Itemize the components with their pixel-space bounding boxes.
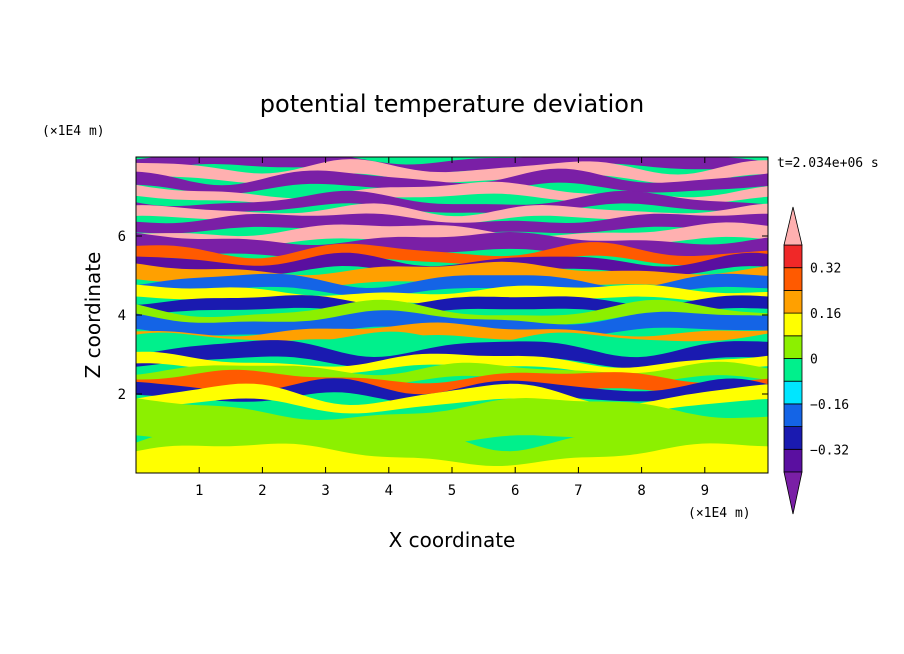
colorbar-swatch xyxy=(783,403,803,427)
contour-band xyxy=(136,168,768,195)
colorbar: 0.32 0.16 0 −0.16 −0.32 xyxy=(783,206,849,515)
colorbar-swatch xyxy=(783,448,803,473)
y-tick-label: 2 xyxy=(118,387,126,403)
x-tick-label: 1 xyxy=(195,483,203,499)
colorbar-label: 0.16 xyxy=(810,307,841,322)
colorbar-swatch xyxy=(783,380,803,405)
x-tick-label: 3 xyxy=(321,483,329,499)
colorbar-swatch xyxy=(783,358,803,382)
colorbar-swatch xyxy=(783,312,803,337)
colorbar-label: 0.32 xyxy=(810,262,841,277)
x-tick-label: 4 xyxy=(385,483,393,499)
x-tick-label: 5 xyxy=(448,483,456,499)
colorbar-label: −0.32 xyxy=(810,443,849,458)
x-tick-label: 7 xyxy=(574,483,582,499)
contour-band xyxy=(136,190,768,214)
y-tick-label: 6 xyxy=(118,229,126,245)
colorbar-swatch xyxy=(783,267,803,291)
y-axis: 2 4 6 xyxy=(118,229,768,403)
contour-band xyxy=(136,213,768,234)
contour-band xyxy=(136,242,768,267)
x-tick-label: 9 xyxy=(701,483,709,499)
y-axis-label: Z coordinate xyxy=(81,252,105,379)
chart-title: potential temperature deviation xyxy=(260,90,644,118)
y-unit-label: (×1E4 m) xyxy=(42,124,105,139)
colorbar-swatch xyxy=(783,244,803,269)
time-label: t=2.034e+06 s xyxy=(777,156,879,171)
x-axis: 1 2 3 4 5 6 7 8 9 xyxy=(195,157,709,499)
contour-bands xyxy=(136,157,768,473)
x-unit-label: (×1E4 m) xyxy=(688,506,751,521)
colorbar-label: −0.16 xyxy=(810,398,849,413)
x-tick-label: 6 xyxy=(511,483,519,499)
contour-band xyxy=(136,443,768,473)
colorbar-swatch xyxy=(783,426,803,450)
colorbar-swatch xyxy=(783,289,803,314)
colorbar-extend-bottom xyxy=(783,471,803,515)
plot-area xyxy=(136,157,768,473)
x-tick-label: 8 xyxy=(637,483,645,499)
contour-band xyxy=(136,222,768,247)
y-tick-label: 4 xyxy=(118,308,126,324)
x-axis-label: X coordinate xyxy=(389,528,516,552)
contour-band xyxy=(136,157,768,175)
contour-band xyxy=(136,252,768,276)
colorbar-label: 0 xyxy=(810,353,818,368)
colorbar-swatch xyxy=(783,335,803,359)
colorbar-extend-top xyxy=(783,206,803,246)
contour-band xyxy=(136,299,768,326)
x-tick-label: 2 xyxy=(258,483,266,499)
